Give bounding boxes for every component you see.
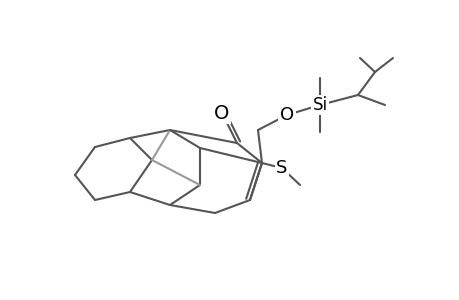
Text: O: O [280, 106, 293, 124]
Text: O: O [214, 103, 229, 122]
Text: Si: Si [312, 96, 327, 114]
Text: S: S [276, 159, 287, 177]
